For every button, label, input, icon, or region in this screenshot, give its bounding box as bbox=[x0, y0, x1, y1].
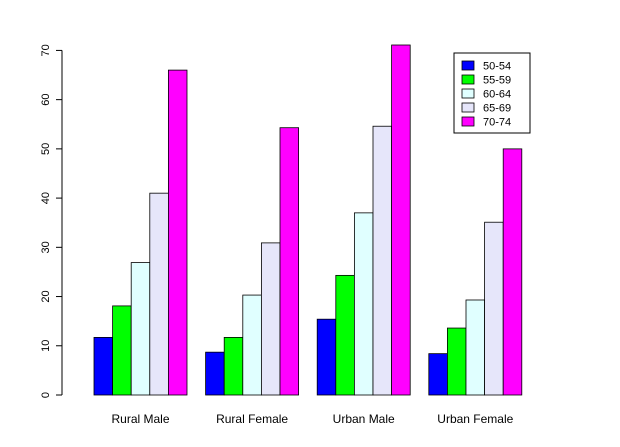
bar-60-64-rural-female bbox=[242, 294, 262, 396]
y-tick-label: 30 bbox=[40, 241, 52, 253]
y-tick-label: 0 bbox=[40, 392, 52, 398]
bar-50-54-rural-female bbox=[205, 351, 225, 396]
legend-swatch bbox=[461, 88, 475, 99]
bar-55-59-urban-male bbox=[335, 274, 355, 396]
bar-50-54-rural-male bbox=[93, 337, 114, 396]
legend-label: 50-54 bbox=[483, 61, 511, 73]
y-tick-label: 40 bbox=[40, 192, 52, 204]
bar-70-74-urban-female bbox=[502, 148, 523, 396]
bar-65-69-urban-female bbox=[484, 221, 504, 396]
category-label: Rural Female bbox=[216, 412, 288, 426]
bar-50-54-urban-female bbox=[428, 353, 448, 396]
bar-70-74-rural-female bbox=[279, 127, 300, 396]
legend-swatch bbox=[461, 102, 475, 113]
bar-70-74-rural-male bbox=[167, 69, 188, 396]
x-axis-labels: Rural Male Rural Female Urban Male Urban Fe… bbox=[111, 412, 513, 426]
bar-65-69-rural-female bbox=[260, 242, 281, 396]
y-axis: 0 10 20 30 40 50 60 70 bbox=[40, 44, 63, 398]
legend-swatch bbox=[461, 116, 475, 127]
bar-70-74-urban-male bbox=[391, 44, 411, 396]
y-tick-label: 60 bbox=[40, 94, 52, 106]
bar-55-59-rural-female bbox=[223, 337, 244, 396]
bar-55-59-urban-female bbox=[446, 327, 467, 396]
legend-swatch bbox=[461, 74, 475, 85]
legend-label: 65-69 bbox=[483, 103, 511, 115]
category-label: Rural Male bbox=[111, 412, 169, 426]
bar-50-54-urban-male bbox=[316, 318, 337, 396]
bar-60-64-urban-female bbox=[465, 299, 486, 396]
legend: 50-54 55-59 60-64 65-69 70-74 bbox=[453, 52, 531, 134]
bars-group bbox=[93, 44, 523, 396]
bar-65-69-rural-male bbox=[149, 192, 169, 396]
y-tick-label: 70 bbox=[40, 44, 52, 56]
y-tick-label: 50 bbox=[40, 143, 52, 155]
legend-label: 60-64 bbox=[483, 89, 511, 101]
bar-60-64-rural-male bbox=[130, 262, 151, 396]
legend-label: 55-59 bbox=[483, 75, 511, 87]
category-label: Urban Male bbox=[333, 412, 395, 426]
legend-label: 70-74 bbox=[483, 117, 511, 129]
bar-60-64-urban-male bbox=[353, 212, 374, 396]
bar-55-59-rural-male bbox=[112, 305, 132, 396]
y-tick-label: 10 bbox=[40, 340, 52, 352]
y-tick-label: 20 bbox=[40, 290, 52, 302]
bar-65-69-urban-male bbox=[372, 125, 393, 396]
legend-swatch bbox=[461, 60, 475, 71]
category-label: Urban Female bbox=[437, 412, 513, 426]
